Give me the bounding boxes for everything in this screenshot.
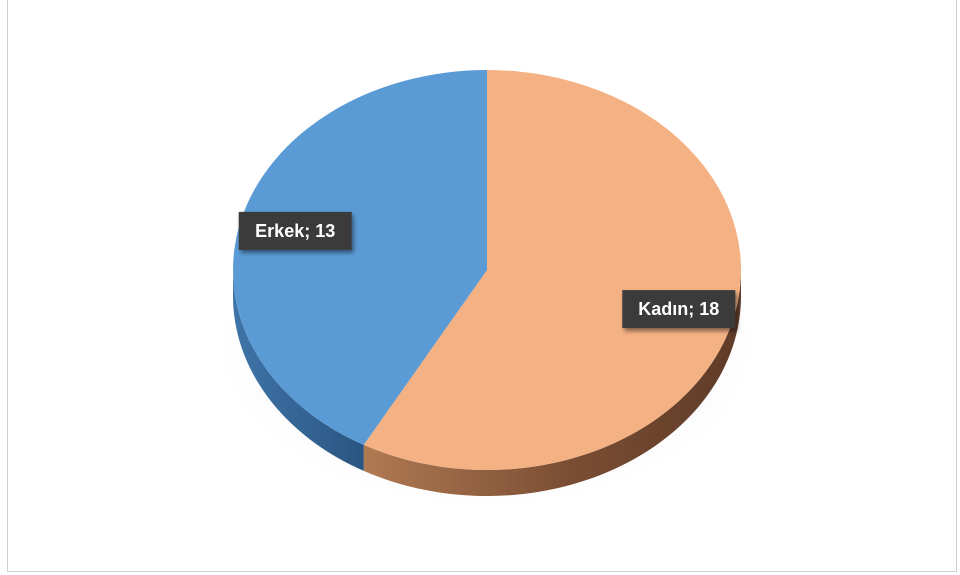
data-label-box [622, 290, 736, 329]
pie-tops [233, 70, 741, 470]
data-label: Erkek; 13 [238, 211, 352, 250]
pie-labels: Kadın; 18 Erkek; 13 [238, 211, 736, 329]
pie-slice-side [233, 270, 364, 471]
pie-slice [233, 70, 487, 445]
pie-slice-side [363, 270, 741, 496]
data-label: Kadın; 18 [622, 290, 736, 329]
data-label-text: Erkek; 13 [255, 221, 335, 241]
data-label-text: Kadın; 18 [638, 299, 719, 319]
pie-sides [233, 270, 741, 496]
data-label-box [238, 211, 352, 250]
pie-slice [363, 70, 741, 470]
